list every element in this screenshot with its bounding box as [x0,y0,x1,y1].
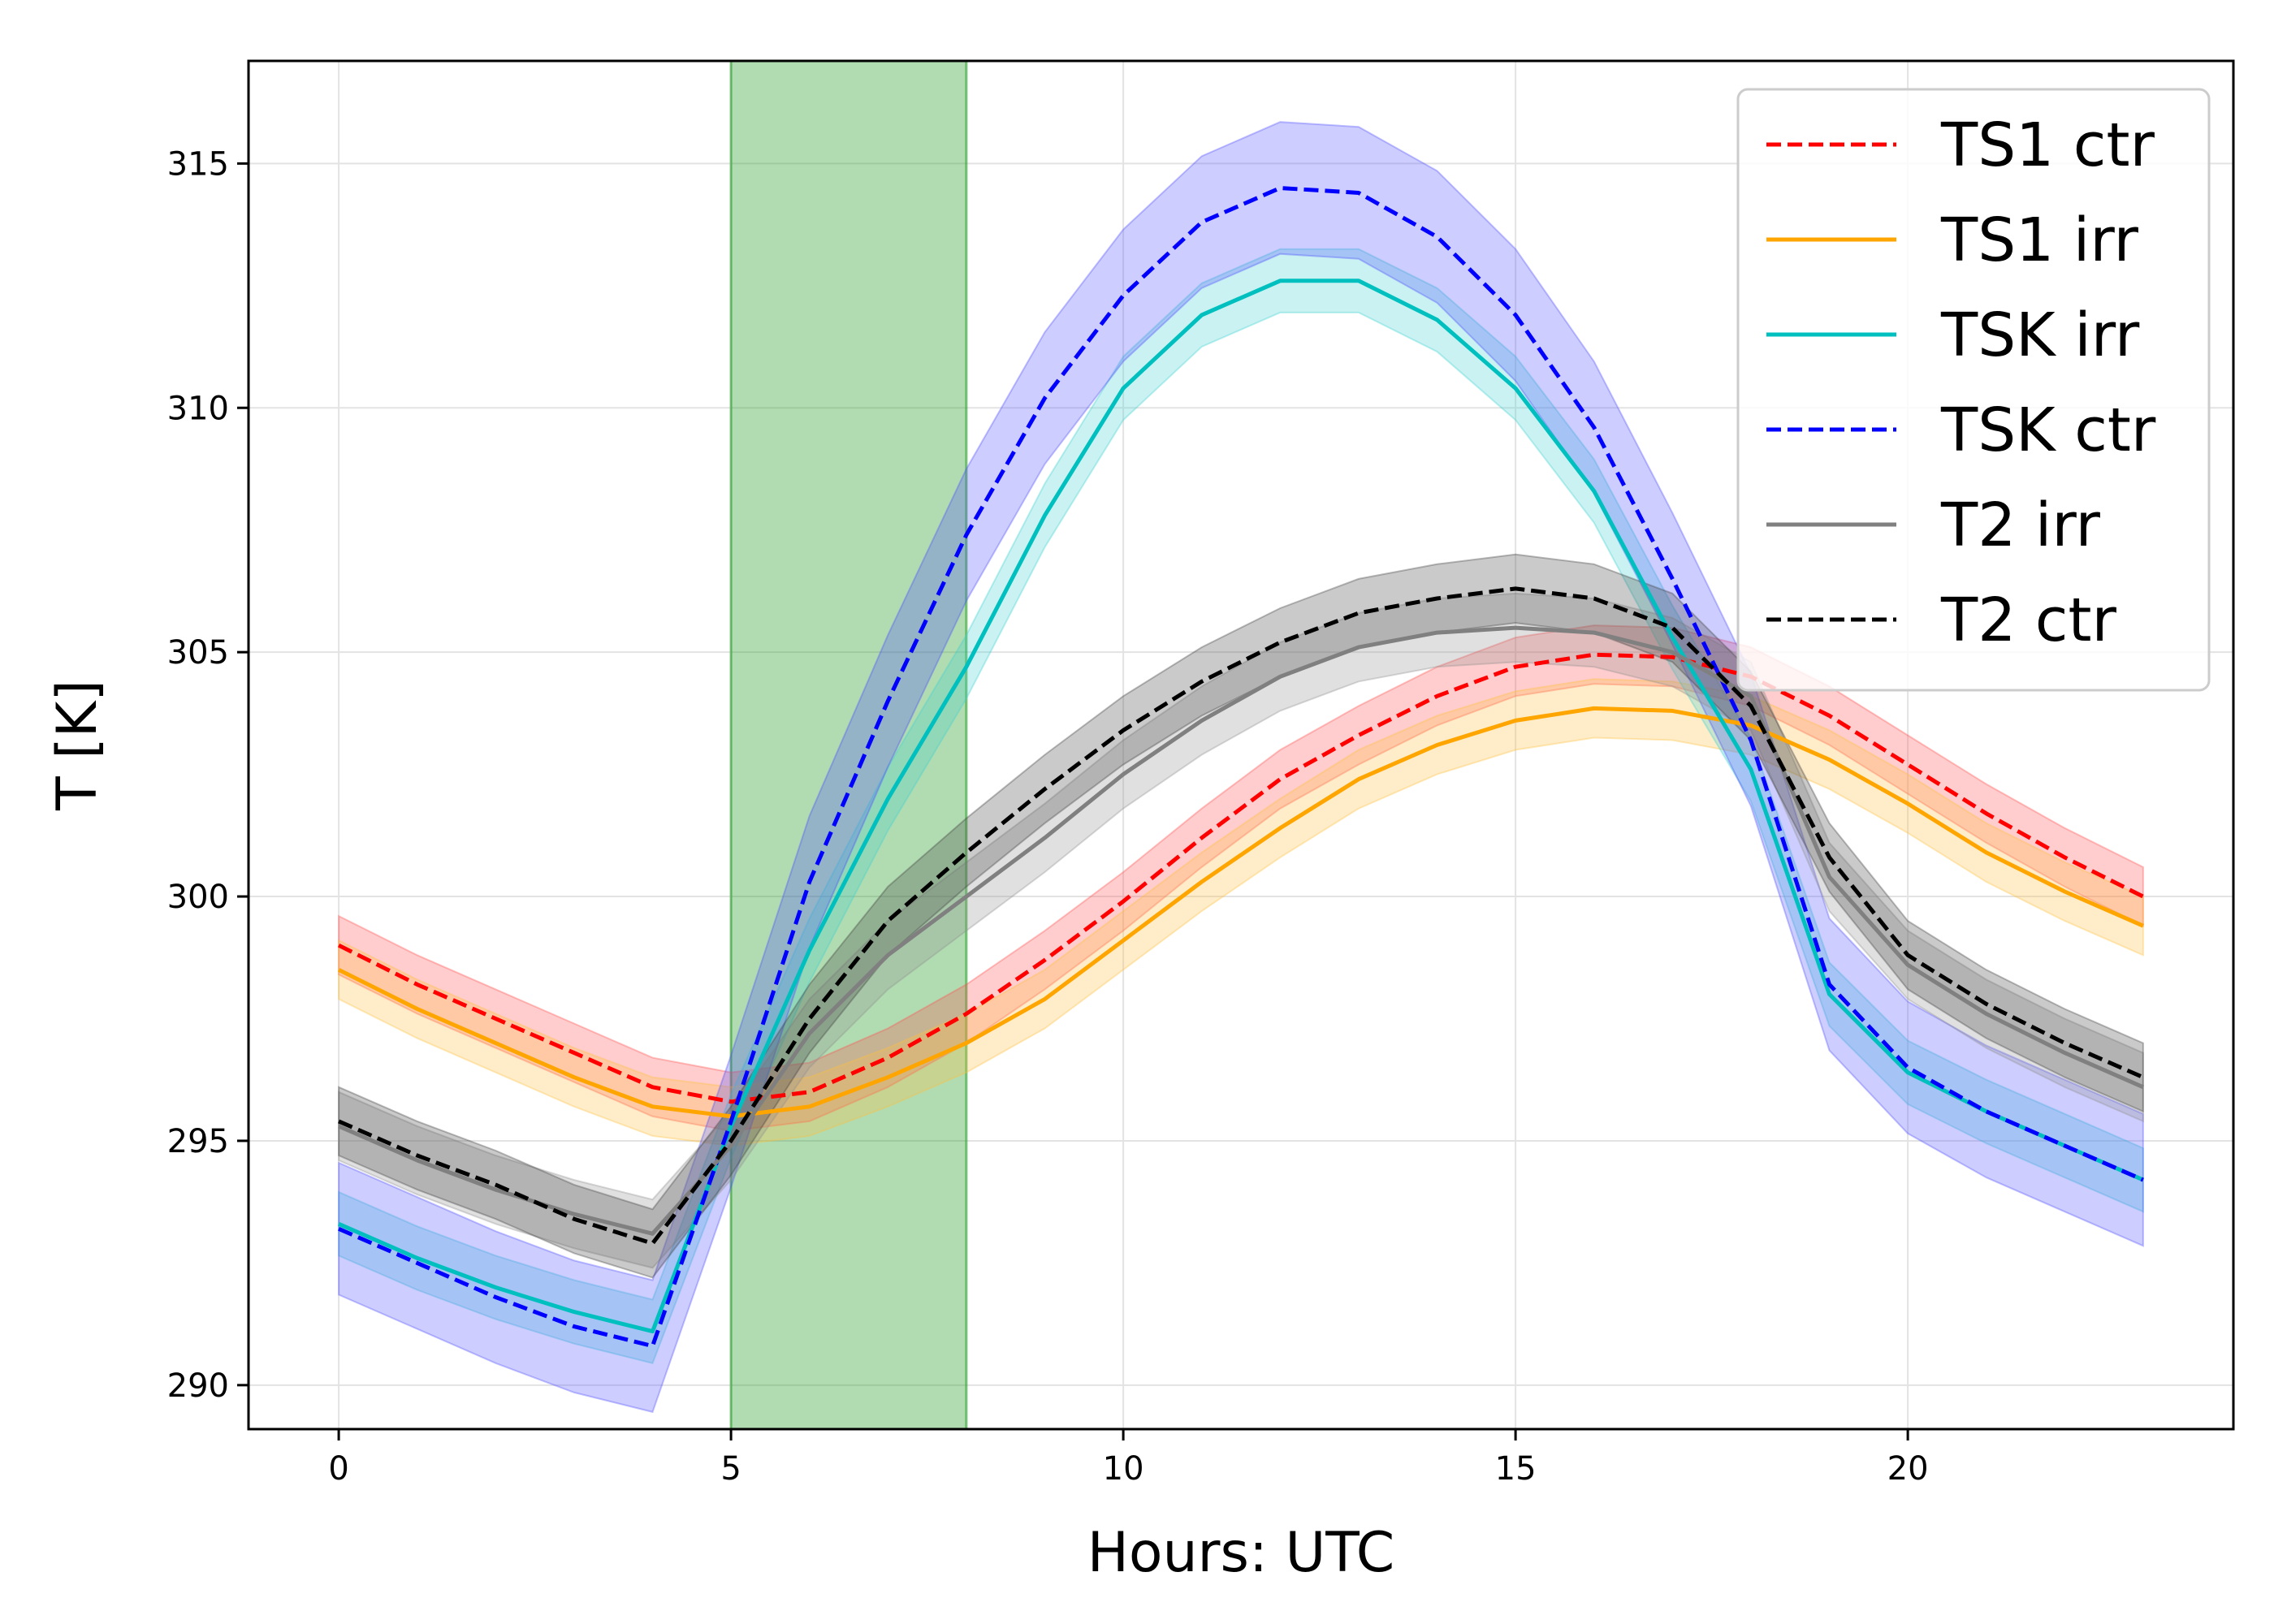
series-line [337,652,2145,1104]
x-tick-label: 0 [328,1450,348,1488]
series-band [338,592,2144,1269]
plot-frame [247,59,2235,1431]
y-tick-label: 300 [167,879,229,916]
series-line [338,586,2144,1246]
series-band [338,248,2144,1364]
highlight-band-rect [731,61,966,1429]
x-tick-label: 20 [1887,1450,1929,1488]
legend-label: TS1 ctr [1940,110,2155,180]
y-tick-label: 305 [167,634,229,672]
x-tick-label: 5 [720,1450,741,1488]
legend: TS1 ctr TS1 irr TSK irr TSK ctr T2 irr T2 ctr [1736,88,2211,692]
y-tick-label: 290 [167,1367,229,1405]
highlight-band [729,61,968,1429]
series-line [337,706,2144,1119]
y-tick-label: 315 [167,145,229,183]
series-lines [337,186,2145,1349]
y-tick-label: 310 [167,390,229,427]
series-line [338,625,2144,1236]
legend-label: TSK ctr [1940,395,2156,465]
x-tick-label: 15 [1495,1450,1537,1488]
series-band [338,121,2144,1414]
legend-label: TS1 irr [1940,205,2138,275]
legend-label: T2 ctr [1940,585,2117,655]
y-tick-label: 295 [167,1123,229,1160]
y-axis-title: T [K] [45,680,110,811]
legend-label: TSK irr [1940,300,2140,370]
series-line [338,279,2144,1334]
x-axis-title: Hours: UTC [1087,1521,1395,1585]
axis-ticks: 0 5 10 15 20 290 295 300 305 310 315 [167,145,1929,1488]
series-line [338,186,2144,1349]
legend-label: T2 irr [1940,490,2100,560]
x-tick-label: 10 [1103,1450,1144,1488]
